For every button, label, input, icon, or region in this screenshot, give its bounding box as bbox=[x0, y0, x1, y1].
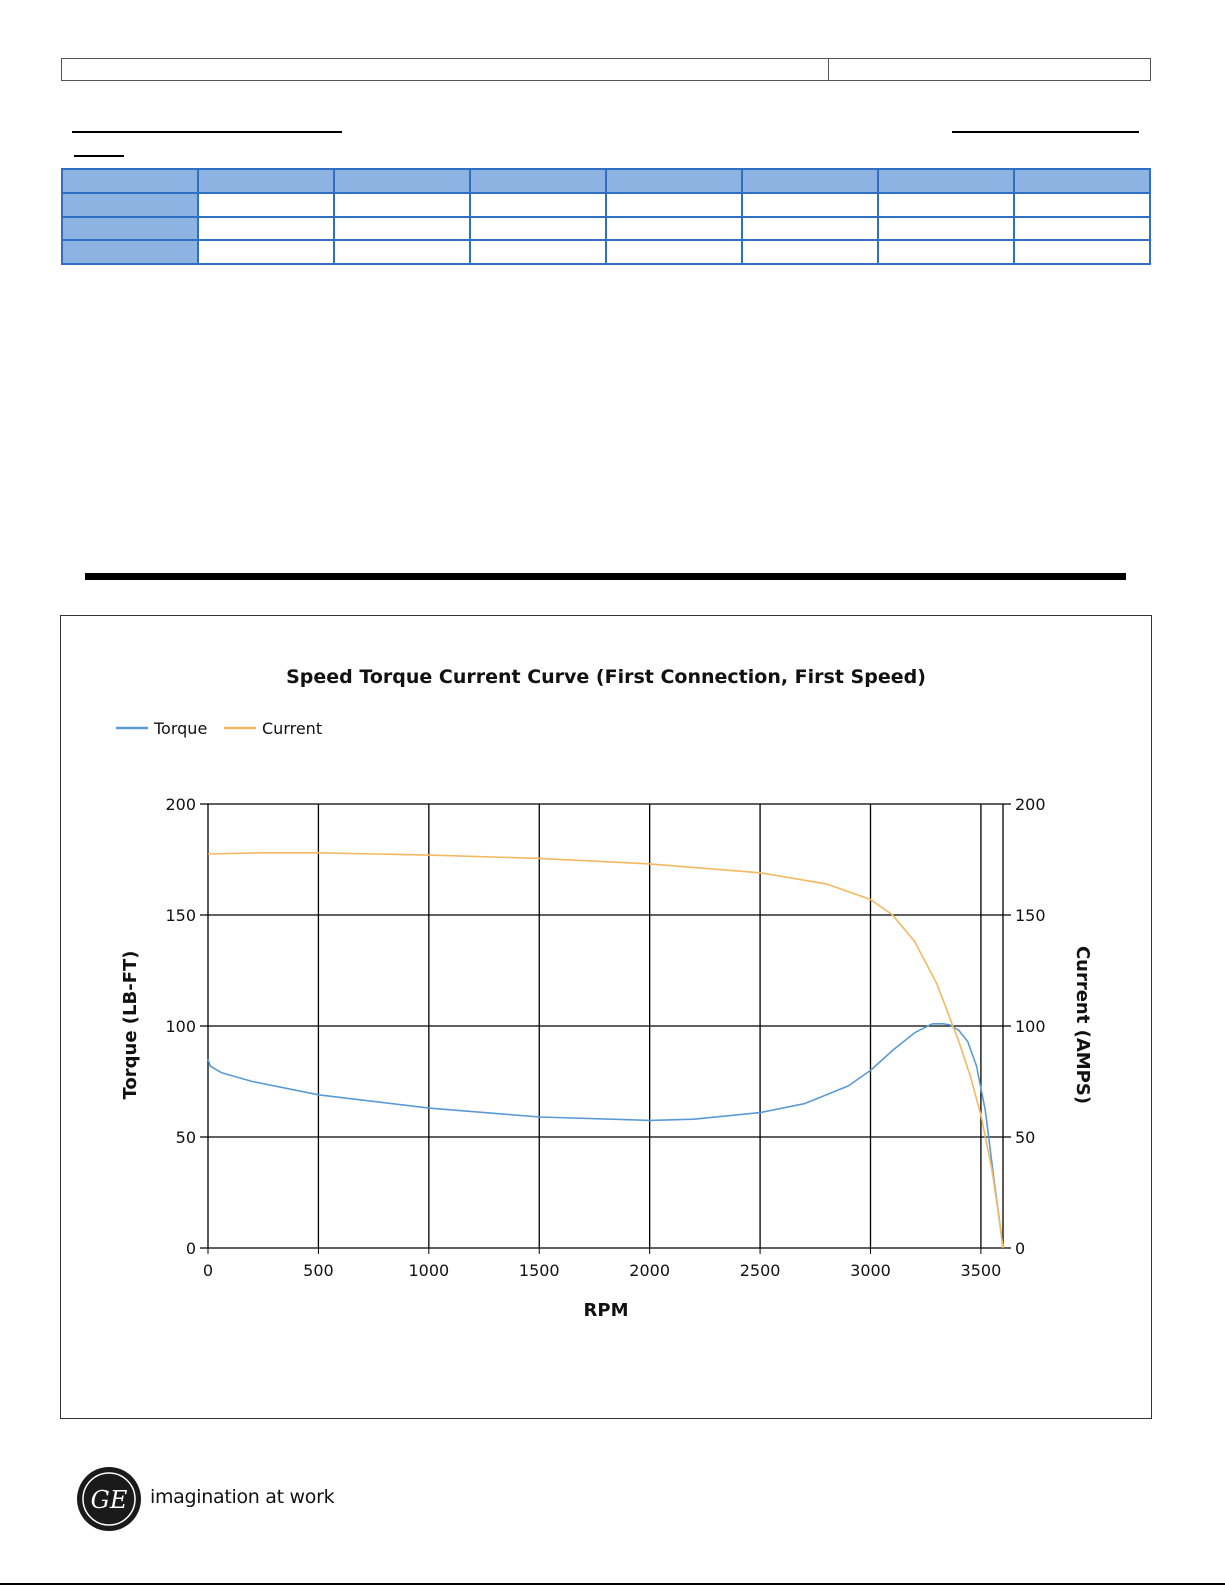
x-tick-label: 0 bbox=[203, 1261, 213, 1280]
y-tick-label-right: 150 bbox=[1015, 906, 1046, 925]
legend-label-current: Current bbox=[262, 719, 322, 738]
y-tick-label-left: 150 bbox=[165, 906, 196, 925]
series-line-current bbox=[207, 852, 1004, 1249]
table-cell bbox=[1013, 239, 1151, 265]
table-row-head bbox=[61, 215, 199, 242]
table-header-cell bbox=[877, 168, 1015, 194]
ge-logo: GE bbox=[77, 1467, 141, 1531]
y-tick-label-left: 100 bbox=[165, 1017, 196, 1036]
chart-series bbox=[207, 852, 1004, 1249]
y-axis-label-right: Current (AMPS) bbox=[1072, 946, 1093, 1104]
table-header-cell bbox=[469, 168, 607, 194]
x-axis-label: RPM bbox=[584, 1300, 629, 1321]
underline-field-2 bbox=[952, 131, 1139, 133]
page-bottom-edge bbox=[0, 1583, 1225, 1585]
y-tick-label-left: 50 bbox=[176, 1128, 196, 1147]
chart-frame: Speed Torque Current Curve (First Connec… bbox=[60, 615, 1152, 1419]
y-axis-label-left: Torque (LB-FT) bbox=[120, 951, 141, 1100]
table-cell bbox=[877, 239, 1015, 265]
table-cell bbox=[605, 215, 743, 242]
table-cell bbox=[877, 215, 1015, 242]
y-tick-label-right: 100 bbox=[1015, 1017, 1046, 1036]
footer-tagline: imagination at work bbox=[150, 1486, 335, 1508]
series-line-torque bbox=[207, 1022, 1004, 1249]
x-tick-label: 2500 bbox=[740, 1261, 781, 1280]
table-cell bbox=[197, 191, 335, 218]
table-header-cell bbox=[197, 168, 335, 194]
data-table bbox=[61, 168, 1151, 265]
x-tick-label: 500 bbox=[303, 1261, 334, 1280]
table-cell bbox=[333, 239, 471, 265]
table-row bbox=[61, 215, 1151, 242]
table-header-cell bbox=[605, 168, 743, 194]
table-header-cell bbox=[741, 168, 879, 194]
table-cell bbox=[469, 191, 607, 218]
header-box bbox=[61, 58, 1151, 81]
x-tick-label: 3500 bbox=[961, 1261, 1002, 1280]
table-row bbox=[61, 191, 1151, 218]
x-tick-label: 1000 bbox=[408, 1261, 449, 1280]
y-tick-label-left: 200 bbox=[165, 795, 196, 814]
x-tick-label: 1500 bbox=[519, 1261, 560, 1280]
table-cell bbox=[469, 239, 607, 265]
chart-title: Speed Torque Current Curve (First Connec… bbox=[286, 666, 926, 688]
chart-grid bbox=[200, 803, 1011, 1249]
y-tick-label-right: 50 bbox=[1015, 1128, 1035, 1147]
logo-text: GE bbox=[91, 1486, 128, 1514]
table-header-row bbox=[61, 168, 1151, 194]
table-header-cell bbox=[61, 168, 199, 194]
table-cell bbox=[333, 215, 471, 242]
header-cell-right bbox=[829, 59, 1150, 80]
table-cell bbox=[741, 239, 879, 265]
speed-torque-chart: Speed Torque Current Curve (First Connec… bbox=[116, 666, 1093, 1321]
underline-field-1 bbox=[72, 131, 342, 133]
x-tick-label: 2000 bbox=[629, 1261, 670, 1280]
table-row bbox=[61, 239, 1151, 265]
section-divider bbox=[85, 573, 1126, 580]
y-tick-label-right: 0 bbox=[1015, 1239, 1025, 1258]
header-cell-left bbox=[62, 59, 829, 80]
table-header-cell bbox=[333, 168, 471, 194]
table-row-head bbox=[61, 239, 199, 265]
y-tick-label-right: 200 bbox=[1015, 795, 1046, 814]
table-cell bbox=[469, 215, 607, 242]
table-cell bbox=[877, 191, 1015, 218]
table-header-cell bbox=[1013, 168, 1151, 194]
table-cell bbox=[1013, 191, 1151, 218]
table-cell bbox=[605, 239, 743, 265]
table-cell bbox=[741, 191, 879, 218]
chart-legend: Torque Current bbox=[116, 719, 322, 738]
table-row-head bbox=[61, 191, 199, 218]
legend-label-torque: Torque bbox=[153, 719, 207, 738]
x-tick-label: 3000 bbox=[850, 1261, 891, 1280]
table-cell bbox=[1013, 215, 1151, 242]
underline-field-3 bbox=[74, 155, 124, 157]
table-cell bbox=[197, 239, 335, 265]
y-tick-label-left: 0 bbox=[186, 1239, 196, 1258]
table-cell bbox=[333, 191, 471, 218]
table-cell bbox=[605, 191, 743, 218]
table-cell bbox=[741, 215, 879, 242]
table-cell bbox=[197, 215, 335, 242]
